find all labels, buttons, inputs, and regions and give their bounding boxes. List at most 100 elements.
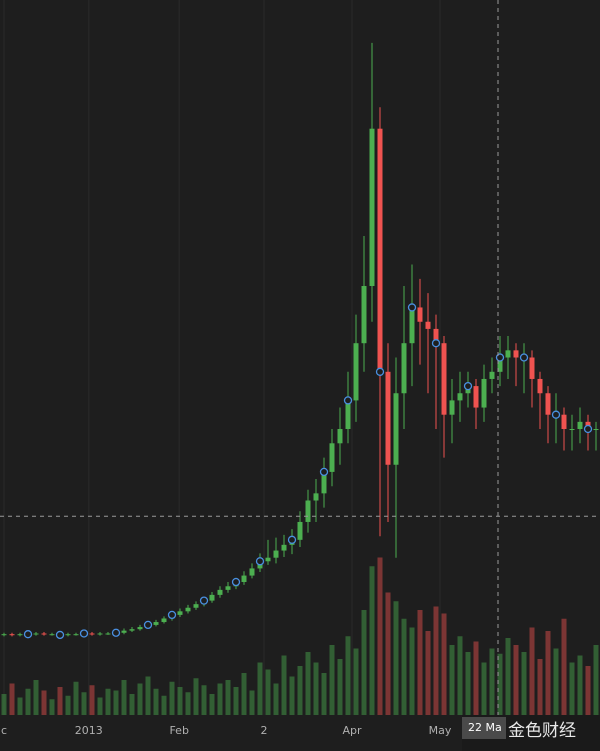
volume-bar <box>457 636 463 715</box>
volume-bar <box>81 692 87 715</box>
marker <box>583 424 593 434</box>
volume-bar <box>89 685 95 715</box>
marker <box>519 353 529 362</box>
volume-bar <box>297 666 303 715</box>
candle-body <box>593 429 599 430</box>
volume-bar <box>113 690 119 715</box>
volume-bar <box>169 681 175 715</box>
volume-bar <box>9 683 15 715</box>
candle-body <box>345 400 351 429</box>
marker <box>199 596 209 605</box>
x-tick-label: c <box>1 724 7 737</box>
volume-bar <box>273 683 279 715</box>
volume-bar <box>281 655 287 715</box>
volume-bar <box>57 687 63 715</box>
candle-body <box>305 500 311 522</box>
candle-body <box>185 607 191 612</box>
candle-body <box>409 307 415 344</box>
candle-body <box>393 393 399 465</box>
marker <box>551 410 561 419</box>
candle-body <box>137 627 143 630</box>
volume-bar <box>481 662 487 715</box>
volume-bar <box>129 694 135 715</box>
candle-body <box>537 378 543 394</box>
candle-body <box>481 378 487 408</box>
volume-bar <box>121 680 127 715</box>
candle-body <box>17 634 23 636</box>
candle-body <box>545 393 551 415</box>
volume-bar <box>153 688 159 715</box>
volume-bar <box>473 641 479 715</box>
candle-body <box>153 622 159 625</box>
volume-bar <box>321 673 327 715</box>
candle-body <box>329 443 335 472</box>
candle-body <box>297 521 303 540</box>
marker <box>23 630 33 639</box>
candle-body <box>217 589 223 595</box>
volume-bar <box>313 662 319 715</box>
volume-bar <box>137 683 143 715</box>
candle-body <box>121 630 127 633</box>
candle-body <box>385 371 391 465</box>
volume-bar <box>33 680 39 715</box>
candle-body <box>577 421 583 429</box>
candle-body <box>209 594 215 601</box>
crosshair-label: 22 Ma <box>468 721 502 734</box>
volume-bar <box>249 690 255 715</box>
candle-body <box>361 286 367 344</box>
candle-body <box>65 634 71 636</box>
x-tick-label: 2013 <box>75 724 103 737</box>
volume-bar <box>1 694 7 715</box>
marker <box>255 557 265 566</box>
volume-bar <box>209 694 215 715</box>
candle-body <box>321 471 327 494</box>
candle-body <box>33 633 39 635</box>
marker <box>407 303 417 312</box>
volume-bar <box>41 690 47 715</box>
volume-bar <box>513 645 519 715</box>
x-tick-label: 2 <box>261 724 268 737</box>
candle-body <box>73 634 79 636</box>
candle-body <box>129 629 135 631</box>
candle-body <box>561 414 567 429</box>
marker <box>55 630 65 640</box>
candle-body <box>425 321 431 329</box>
volume-bar <box>25 688 31 715</box>
candle-body <box>241 575 247 583</box>
candle-body <box>105 633 111 635</box>
volume-bar <box>201 685 207 715</box>
candle-body <box>265 557 271 562</box>
candle-body <box>353 343 359 401</box>
marker <box>231 577 241 587</box>
volume-bar <box>369 566 375 715</box>
volume-bar <box>385 592 391 715</box>
candle-body <box>529 357 535 379</box>
volume-bar <box>593 645 599 715</box>
marker <box>343 396 353 405</box>
volume-bar <box>489 648 495 715</box>
candle-body <box>449 400 455 415</box>
candle-body <box>401 343 407 394</box>
volume-bar <box>425 631 431 715</box>
volume-bar <box>185 692 191 715</box>
watermark: 金色财经 <box>508 721 576 741</box>
volume-bar <box>305 652 311 715</box>
volume-bar <box>401 618 407 715</box>
x-tick-label: Apr <box>342 724 362 737</box>
marker <box>167 610 177 620</box>
marker <box>431 339 441 348</box>
marker <box>143 620 153 630</box>
volume-bar <box>353 648 359 715</box>
candle-body <box>473 386 479 408</box>
candle-body <box>369 128 375 286</box>
volume-bar <box>377 557 383 715</box>
candle-body <box>313 493 319 501</box>
volume-bar <box>393 601 399 715</box>
candle-body <box>9 634 15 636</box>
volume-bar <box>521 652 527 715</box>
volume-bar <box>433 606 439 715</box>
candle-body <box>193 604 199 608</box>
volume-bar <box>233 687 239 715</box>
volume-bar <box>569 662 575 715</box>
volume-bar <box>585 666 591 715</box>
